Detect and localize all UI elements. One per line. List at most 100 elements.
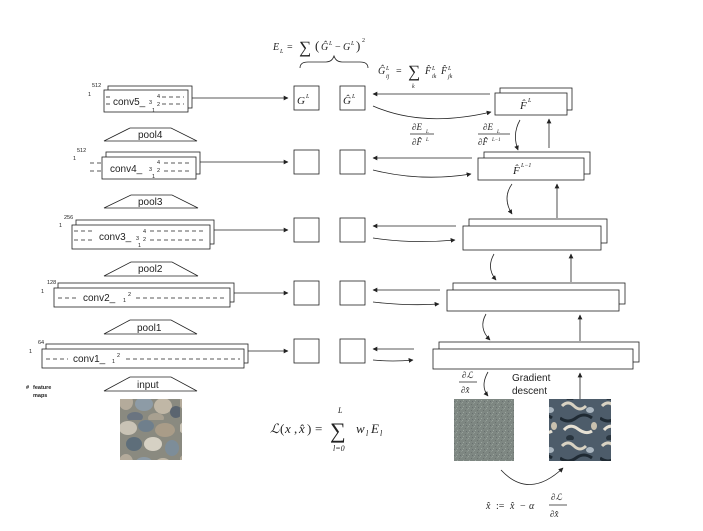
layer-conv3: 256 1 conv3_ 34 21	[59, 215, 215, 250]
svg-text:∂x̂⃗: ∂x̂⃗	[550, 509, 565, 519]
svg-text:ik: ik	[432, 74, 437, 80]
svg-text:256: 256	[64, 215, 73, 221]
svg-text:Ĝ: Ĝ	[378, 65, 385, 77]
svg-text:512: 512	[92, 83, 101, 89]
layer-conv2: 128 1 conv2_ 12	[41, 280, 235, 308]
svg-text:F̂: F̂	[440, 64, 448, 77]
svg-text:=: =	[315, 421, 322, 436]
svg-text:1: 1	[138, 243, 141, 249]
svg-text:2: 2	[128, 292, 131, 298]
grad-mid-equation: ∂EL ∂F̂ L−1	[478, 122, 510, 147]
svg-text:ℒ: ℒ	[270, 421, 280, 436]
svg-text:L: L	[385, 66, 390, 72]
svg-text:Ĝ: Ĝ	[321, 41, 328, 53]
svg-text:L: L	[351, 94, 356, 100]
svg-text:L: L	[425, 138, 429, 143]
svg-text:2: 2	[143, 237, 146, 243]
svg-text:,: ,	[294, 421, 297, 436]
svg-text:conv1_: conv1_	[73, 354, 106, 365]
layer-conv1: 64 1 conv1_ 12	[29, 340, 249, 369]
svg-text:L: L	[447, 66, 452, 72]
svg-text:F̂: F̂	[519, 99, 527, 112]
svg-text:x̂⃗: x̂⃗	[485, 501, 498, 512]
svg-text:1: 1	[88, 92, 91, 98]
pool2-arrow	[103, 261, 199, 277]
svg-text:conv2_: conv2_	[83, 293, 116, 304]
svg-text:2: 2	[117, 353, 120, 359]
input-arrow	[103, 376, 198, 392]
svg-text:x⃗: x⃗	[284, 421, 301, 436]
svg-text:l: l	[366, 429, 369, 438]
svg-text:ij: ij	[386, 74, 390, 80]
svg-text:L: L	[350, 41, 355, 47]
svg-text:G: G	[343, 42, 350, 53]
svg-text:∂x̂⃗: ∂x̂⃗	[461, 385, 476, 395]
svg-text:F̂: F̂	[512, 164, 520, 177]
svg-text:∂E: ∂E	[483, 122, 493, 132]
update-arrow	[500, 467, 564, 485]
svg-text:512: 512	[77, 148, 86, 154]
gradient-descent-label: Gradient descent	[512, 373, 551, 397]
svg-text:−: −	[335, 42, 341, 53]
dL-dx-equation: ∂ℒ ∂x̂⃗	[459, 370, 477, 395]
svg-text:1: 1	[123, 298, 126, 304]
svg-text:1: 1	[152, 108, 155, 114]
svg-text:L: L	[279, 49, 284, 55]
svg-text:E: E	[370, 421, 379, 436]
grad-top-equation: ∂EL ∂F̂ L	[410, 122, 434, 147]
svg-text:1: 1	[29, 349, 32, 355]
svg-text:∂ℒ: ∂ℒ	[462, 370, 473, 380]
pool2-label: pool2	[138, 264, 163, 275]
svg-text:128: 128	[47, 280, 56, 286]
layer-conv4: 512 1 conv4_ 34 21	[73, 148, 201, 180]
input-label: input	[137, 380, 159, 391]
svg-text:x̂⃗: x̂⃗	[509, 501, 522, 512]
gram-definition-equation: Ĝ L ij = ∑ k F̂ L ik F̂ L jk	[378, 62, 453, 90]
svg-text:∑: ∑	[330, 418, 346, 443]
pool3-arrow	[103, 194, 199, 209]
svg-text:∂E: ∂E	[412, 122, 422, 132]
svg-text:4: 4	[157, 94, 160, 100]
svg-text:∂F̂: ∂F̂	[478, 137, 488, 147]
svg-text:2: 2	[362, 38, 365, 44]
layer-conv5: 512 1 conv5_ 34 21	[88, 83, 193, 114]
svg-text:L: L	[328, 41, 333, 47]
svg-text:∑: ∑	[299, 38, 311, 57]
svg-text:conv4_: conv4_	[110, 164, 143, 175]
update-rule-equation: x̂⃗ := x̂⃗ − α ∂ℒ ∂x̂⃗	[485, 492, 567, 519]
svg-text:−: −	[520, 501, 526, 512]
svg-text:1: 1	[112, 359, 115, 365]
pool4-arrow	[103, 127, 198, 142]
svg-text:3: 3	[136, 236, 139, 242]
svg-text:1: 1	[73, 156, 76, 162]
backward-arrows	[372, 91, 492, 363]
grouping-brace	[299, 54, 369, 69]
total-loss-equation: ℒ ( x⃗ , x̂⃗ ) = ∑ L l=0 w l E l	[270, 406, 383, 453]
svg-text:L−1: L−1	[491, 138, 501, 143]
svg-text:2: 2	[157, 102, 160, 108]
svg-text:jk: jk	[447, 74, 453, 80]
noise-image	[454, 399, 514, 461]
svg-text:L: L	[425, 130, 429, 135]
svg-text:=: =	[287, 42, 293, 53]
svg-text:4: 4	[157, 160, 160, 166]
svg-text:E: E	[272, 42, 279, 53]
pool1-label: pool1	[137, 323, 162, 334]
svg-text:w: w	[356, 421, 365, 436]
svg-text:∑: ∑	[408, 62, 420, 81]
svg-text:=: =	[396, 66, 402, 77]
svg-text:2: 2	[157, 168, 160, 174]
pool3-label: pool3	[138, 197, 163, 208]
svg-text:l: l	[380, 429, 383, 438]
svg-text:1: 1	[59, 223, 62, 229]
input-texture-image	[120, 399, 182, 460]
svg-text:∂F̂: ∂F̂	[412, 137, 422, 147]
pool1-arrow	[103, 319, 198, 335]
svg-text:3: 3	[149, 100, 152, 106]
svg-text:α: α	[529, 501, 535, 512]
svg-text:k: k	[412, 84, 415, 90]
feature-maps-label: # feature maps	[26, 385, 53, 399]
svg-text:1: 1	[152, 174, 155, 180]
